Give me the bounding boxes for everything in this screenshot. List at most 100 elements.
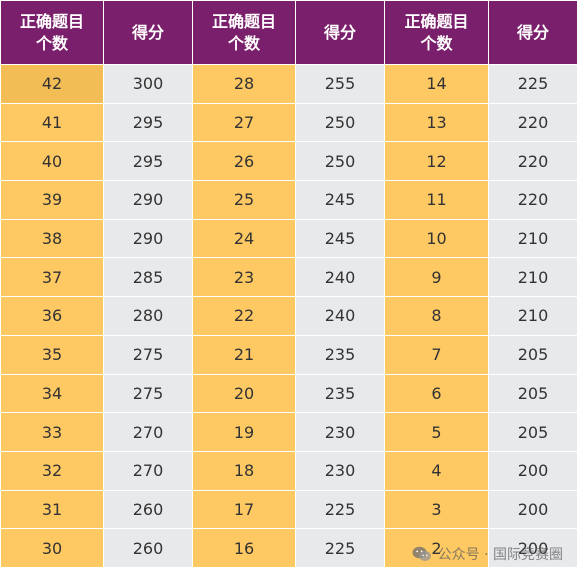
correct-count-cell: 6 bbox=[384, 373, 489, 414]
correct-count-cell: 26 bbox=[192, 141, 296, 182]
table-row: 35 275 21 235 7 205 bbox=[0, 334, 577, 375]
score-cell: 290 bbox=[103, 218, 193, 259]
column-header-score: 得分 bbox=[103, 0, 193, 65]
table-row: 41 295 27 250 13 220 bbox=[0, 102, 577, 143]
table-row: 31 260 17 225 3 200 bbox=[0, 489, 577, 530]
score-cell: 250 bbox=[295, 141, 385, 182]
score-cell: 220 bbox=[488, 180, 577, 220]
table-row: 42 300 28 255 14 225 bbox=[0, 64, 577, 104]
score-cell: 205 bbox=[488, 373, 577, 414]
score-cell: 205 bbox=[488, 334, 577, 375]
score-cell: 300 bbox=[103, 64, 193, 104]
correct-count-cell: 7 bbox=[384, 334, 489, 375]
column-header-correct-count: 正确题目 个数 bbox=[192, 0, 296, 65]
correct-count-cell: 22 bbox=[192, 296, 296, 336]
correct-count-cell: 28 bbox=[192, 64, 296, 104]
score-cell: 285 bbox=[103, 257, 193, 298]
score-cell: 260 bbox=[103, 528, 193, 568]
score-cell: 290 bbox=[103, 180, 193, 220]
correct-count-cell: 34 bbox=[0, 373, 104, 414]
score-cell: 200 bbox=[488, 489, 577, 530]
correct-count-cell: 3 bbox=[384, 489, 489, 530]
correct-count-cell: 25 bbox=[192, 180, 296, 220]
score-cell: 250 bbox=[295, 102, 385, 143]
score-cell: 270 bbox=[103, 450, 193, 491]
correct-count-cell: 13 bbox=[384, 102, 489, 143]
score-cell: 245 bbox=[295, 180, 385, 220]
score-cell: 210 bbox=[488, 218, 577, 259]
score-cell: 225 bbox=[488, 64, 577, 104]
column-header-score: 得分 bbox=[295, 0, 385, 65]
correct-count-cell: 2 bbox=[384, 528, 489, 568]
correct-count-cell: 42 bbox=[0, 64, 104, 104]
correct-count-cell: 18 bbox=[192, 450, 296, 491]
correct-count-cell: 35 bbox=[0, 334, 104, 375]
score-cell: 275 bbox=[103, 373, 193, 414]
score-cell: 275 bbox=[103, 334, 193, 375]
table-row: 30 260 16 225 2 200 bbox=[0, 528, 577, 568]
score-cell: 210 bbox=[488, 257, 577, 298]
score-cell: 230 bbox=[295, 412, 385, 452]
score-cell: 255 bbox=[295, 64, 385, 104]
correct-count-cell: 31 bbox=[0, 489, 104, 530]
score-cell: 295 bbox=[103, 141, 193, 182]
score-cell: 200 bbox=[488, 450, 577, 491]
correct-count-cell: 24 bbox=[192, 218, 296, 259]
column-header-score: 得分 bbox=[488, 0, 577, 65]
column-header-correct-count: 正确题目 个数 bbox=[0, 0, 104, 65]
correct-count-cell: 38 bbox=[0, 218, 104, 259]
table-row: 36 280 22 240 8 210 bbox=[0, 296, 577, 336]
score-cell: 235 bbox=[295, 373, 385, 414]
correct-count-cell: 8 bbox=[384, 296, 489, 336]
score-cell: 240 bbox=[295, 296, 385, 336]
score-cell: 210 bbox=[488, 296, 577, 336]
correct-count-cell: 39 bbox=[0, 180, 104, 220]
correct-count-cell: 41 bbox=[0, 102, 104, 143]
score-cell: 220 bbox=[488, 102, 577, 143]
score-cell: 270 bbox=[103, 412, 193, 452]
correct-count-cell: 21 bbox=[192, 334, 296, 375]
score-cell: 200 bbox=[488, 528, 577, 568]
score-cell: 230 bbox=[295, 450, 385, 491]
score-cell: 220 bbox=[488, 141, 577, 182]
score-cell: 245 bbox=[295, 218, 385, 259]
correct-count-cell: 12 bbox=[384, 141, 489, 182]
table-row: 34 275 20 235 6 205 bbox=[0, 373, 577, 414]
table-row: 37 285 23 240 9 210 bbox=[0, 257, 577, 298]
header-row: 正确题目 个数 得分 正确题目 个数 得分 正确题目 个数 得分 bbox=[0, 0, 577, 65]
table-body: 42 300 28 255 14 225 41 295 27 250 13 220 40 295 26 250… bbox=[0, 64, 577, 568]
correct-count-cell: 20 bbox=[192, 373, 296, 414]
correct-count-cell: 32 bbox=[0, 450, 104, 491]
correct-count-cell: 23 bbox=[192, 257, 296, 298]
correct-count-cell: 14 bbox=[384, 64, 489, 104]
score-cell: 260 bbox=[103, 489, 193, 530]
correct-count-cell: 19 bbox=[192, 412, 296, 452]
table-row: 38 290 24 245 10 210 bbox=[0, 218, 577, 259]
correct-count-cell: 36 bbox=[0, 296, 104, 336]
score-cell: 240 bbox=[295, 257, 385, 298]
correct-count-cell: 27 bbox=[192, 102, 296, 143]
correct-count-cell: 4 bbox=[384, 450, 489, 491]
correct-count-cell: 30 bbox=[0, 528, 104, 568]
score-cell: 235 bbox=[295, 334, 385, 375]
correct-count-cell: 11 bbox=[384, 180, 489, 220]
correct-count-cell: 9 bbox=[384, 257, 489, 298]
correct-count-cell: 17 bbox=[192, 489, 296, 530]
score-cell: 205 bbox=[488, 412, 577, 452]
score-cell: 225 bbox=[295, 528, 385, 568]
correct-count-cell: 16 bbox=[192, 528, 296, 568]
correct-count-cell: 40 bbox=[0, 141, 104, 182]
correct-count-cell: 10 bbox=[384, 218, 489, 259]
score-cell: 295 bbox=[103, 102, 193, 143]
correct-count-cell: 37 bbox=[0, 257, 104, 298]
column-header-correct-count: 正确题目 个数 bbox=[384, 0, 489, 65]
score-cell: 280 bbox=[103, 296, 193, 336]
table-row: 32 270 18 230 4 200 bbox=[0, 450, 577, 491]
table-row: 39 290 25 245 11 220 bbox=[0, 180, 577, 220]
table-row: 40 295 26 250 12 220 bbox=[0, 141, 577, 182]
correct-count-cell: 33 bbox=[0, 412, 104, 452]
correct-count-cell: 5 bbox=[384, 412, 489, 452]
score-cell: 225 bbox=[295, 489, 385, 530]
